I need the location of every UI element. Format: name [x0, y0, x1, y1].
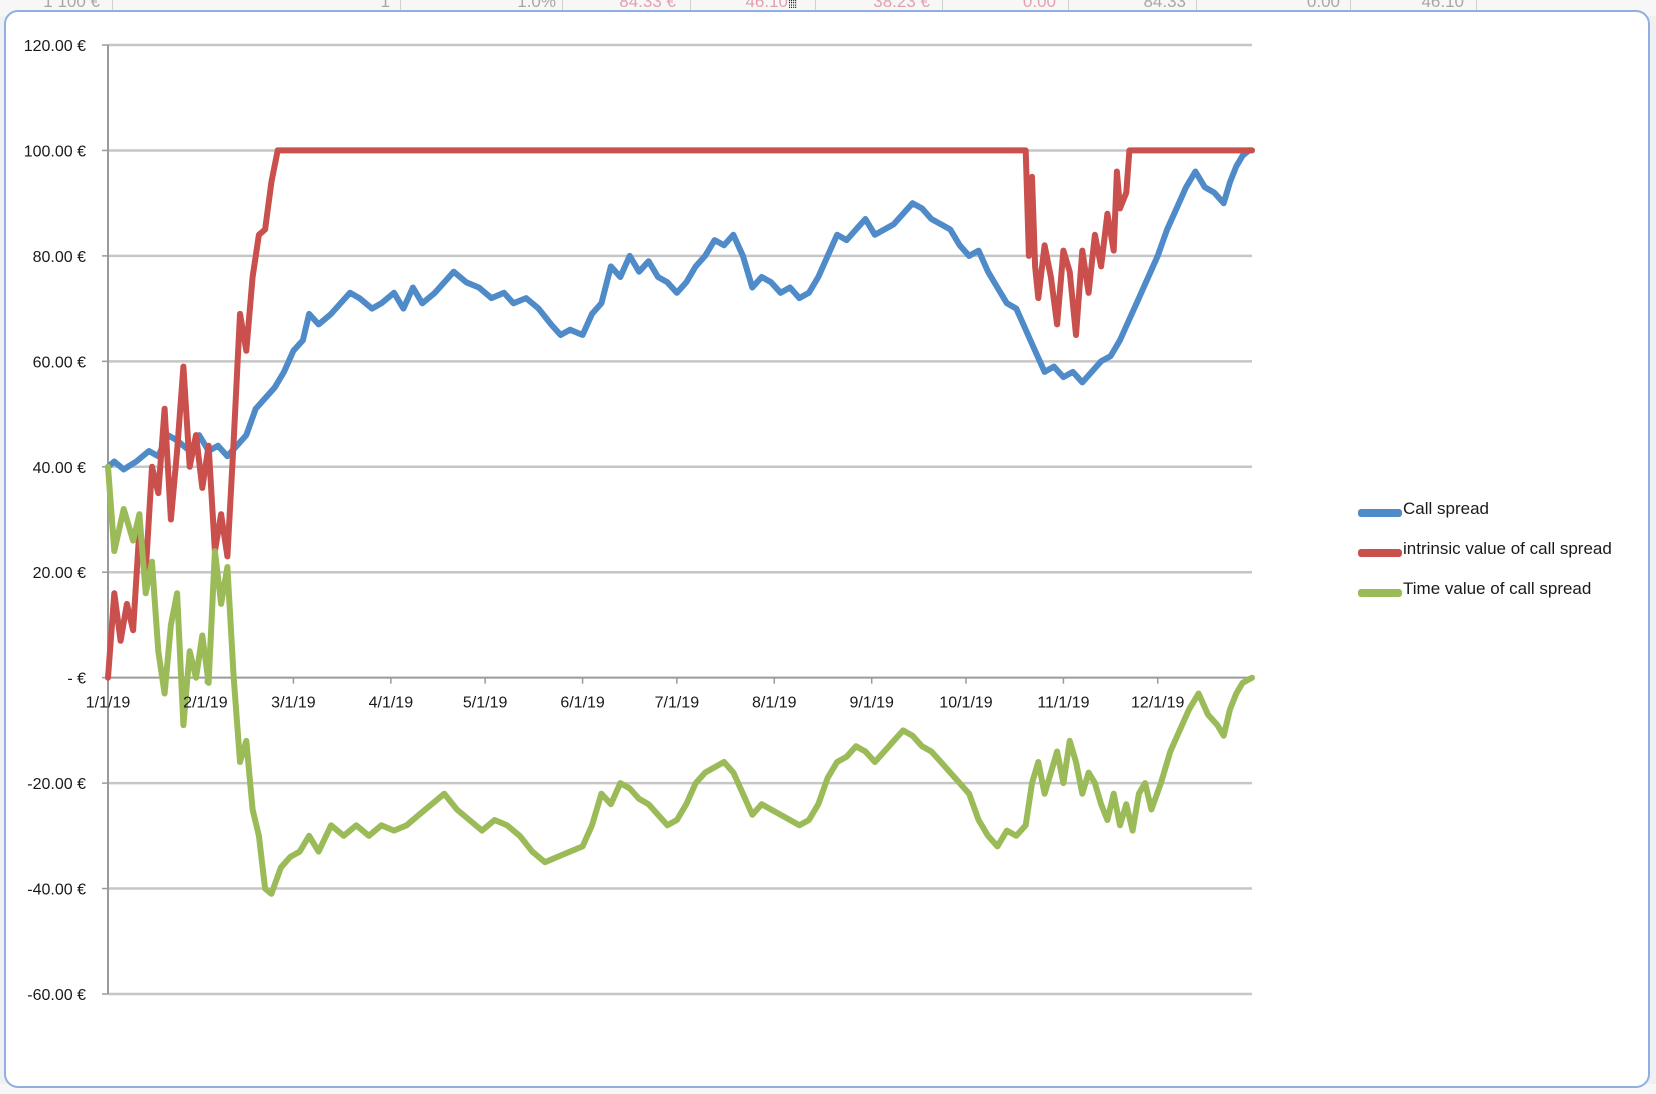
legend-swatch-icon — [1358, 549, 1402, 557]
sheet-cell[interactable]: 84.33 € — [619, 0, 676, 11]
spreadsheet-row-bottom — [0, 1084, 1656, 1094]
legend-label: Time value of call spread — [1403, 579, 1592, 598]
x-tick-label: 4/1/19 — [369, 695, 414, 712]
sheet-cell[interactable]: 84.33 — [1143, 0, 1186, 11]
y-tick-label: 60.00 € — [33, 354, 86, 371]
legend-swatch-icon — [1358, 589, 1402, 597]
gridlines — [108, 43, 1252, 996]
y-tick-label: -40.00 € — [27, 882, 86, 899]
y-tick-label: 40.00 € — [33, 460, 86, 477]
series-lines — [105, 147, 1255, 897]
x-tick-label: 8/1/19 — [752, 695, 797, 712]
sheet-cell[interactable]: 1 — [380, 0, 390, 11]
x-tick-label: 7/1/19 — [655, 695, 700, 712]
y-tick-label: 80.00 € — [33, 249, 86, 266]
line-chart: 120.00 € 100.00 € 80.00 € 60.00 € 40.00 € 20.… — [24, 38, 1255, 1004]
sheet-cell[interactable]: 0.00 — [1022, 0, 1056, 11]
series-line-3 — [105, 463, 1255, 897]
resize-handle-icon[interactable]: ⁞⁞⁞⁞ — [788, 0, 797, 11]
x-axis-tick-labels: 1/1/19 2/1/19 3/1/19 4/1/19 5/1/19 6/1/19 7/1/… — [86, 695, 1185, 712]
column-divider — [1350, 0, 1351, 10]
x-tick-label: 9/1/19 — [849, 695, 894, 712]
column-divider — [400, 0, 401, 10]
y-tick-label: - € — [67, 671, 86, 688]
y-tick-label: -20.00 € — [27, 776, 86, 793]
x-tick-label: 1/1/19 — [86, 695, 131, 712]
sheet-cell[interactable]: 0.00 — [1306, 0, 1340, 11]
y-tick-label: 120.00 € — [24, 38, 86, 55]
chart-object[interactable]: 120.00 € 100.00 € 80.00 € 60.00 € 40.00 € 20.… — [4, 10, 1650, 1088]
series-line-2 — [105, 147, 1255, 681]
column-divider — [562, 0, 563, 10]
column-divider — [1196, 0, 1197, 10]
x-tick-label: 11/1/19 — [1037, 695, 1089, 712]
sheet-cell[interactable]: 1.0% — [517, 0, 556, 11]
x-tick-label: 10/1/19 — [939, 695, 992, 712]
sheet-cell[interactable]: 46.10 — [745, 0, 788, 11]
column-divider — [690, 0, 691, 10]
x-tick-label: 2/1/19 — [183, 695, 228, 712]
y-tick-label: -60.00 € — [27, 987, 86, 1004]
column-divider — [1476, 0, 1477, 10]
y-axis-tick-labels: 120.00 € 100.00 € 80.00 € 60.00 € 40.00 € 20.… — [24, 38, 86, 1004]
column-divider — [942, 0, 943, 10]
x-tick-label: 5/1/19 — [463, 695, 508, 712]
y-tick-label: 100.00 € — [24, 143, 86, 160]
y-tick-label: 20.00 € — [33, 565, 86, 582]
x-tick-label: 6/1/19 — [560, 695, 605, 712]
legend-swatch-icon — [1358, 509, 1402, 517]
sheet-cell[interactable]: 46.10 — [1421, 0, 1464, 11]
x-tick-label: 3/1/19 — [271, 695, 316, 712]
legend-label: intrinsic value of call spread — [1403, 539, 1612, 558]
column-divider — [1068, 0, 1069, 10]
column-divider — [815, 0, 816, 10]
series-line-1 — [105, 147, 1255, 473]
sheet-cell[interactable]: 38.23 € — [873, 0, 930, 11]
x-tick-label: 12/1/19 — [1131, 695, 1184, 712]
sheet-cell[interactable]: 1 100 € — [43, 0, 100, 11]
column-divider — [112, 0, 113, 10]
legend-label: Call spread — [1403, 499, 1489, 518]
axes — [102, 44, 1252, 995]
